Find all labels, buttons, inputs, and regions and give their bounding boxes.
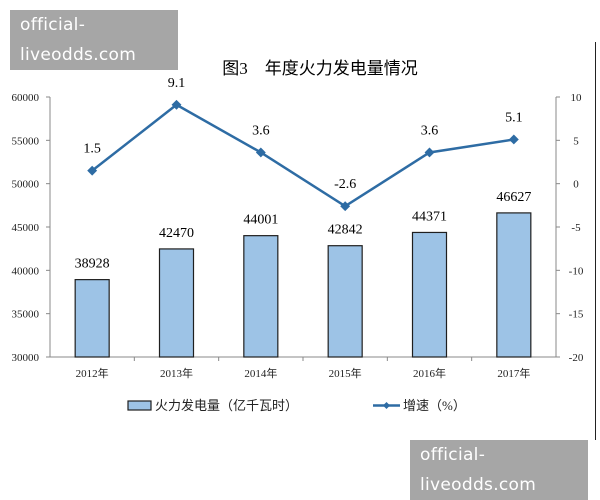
y-right-tick-label: -15 (569, 309, 584, 321)
legend-line-marker (382, 401, 391, 410)
growth-line (91, 103, 515, 208)
line-point (508, 134, 519, 145)
watermark-bottom: official-liveodds.com (410, 440, 588, 500)
y-left-tick-label: 50000 (12, 179, 40, 191)
bar (327, 245, 363, 358)
bar-data-label: 42470 (159, 226, 194, 241)
legend-line-label: 增速（%） (403, 398, 466, 413)
y-right-tick-label: -20 (569, 352, 584, 364)
line-data-label: 5.1 (505, 110, 523, 125)
x-tick-label: 2016年 (413, 366, 446, 380)
x-tick-label: 2017年 (497, 366, 530, 380)
line-point (340, 201, 351, 212)
legend: 火力发电量（亿千瓦时） 增速（%） (127, 398, 466, 413)
legend-bar-label: 火力发电量（亿千瓦时） (155, 398, 298, 413)
line-point (424, 147, 435, 158)
y-left-tick-label: 60000 (12, 92, 40, 104)
bar (74, 279, 110, 358)
y-left-tick-label: 55000 (12, 135, 40, 147)
bar (496, 212, 532, 358)
y-right-tick-label: -5 (571, 222, 581, 234)
y-right-tick-label: 5 (573, 135, 579, 147)
y-right-tick-label: 10 (571, 92, 583, 104)
y-right-tick-label: 0 (573, 179, 579, 191)
line-point (171, 99, 182, 110)
y-left-tick-label: 40000 (12, 265, 40, 277)
watermark-top: official-liveodds.com (10, 10, 178, 70)
x-tick-label: 2015年 (329, 366, 362, 380)
bar-data-label: 44371 (412, 209, 447, 224)
x-tick-label: 2013年 (160, 366, 193, 380)
y-left-tick-label: 30000 (12, 352, 40, 364)
bar (411, 231, 448, 358)
bar-data-label: 42842 (328, 223, 363, 238)
y-left-tick-label: 35000 (12, 309, 40, 321)
x-tick-label: 2012年 (76, 366, 109, 380)
legend-bar-swatch (127, 400, 152, 411)
y-left-tick-label: 45000 (12, 222, 40, 234)
bar (158, 248, 195, 358)
x-tick-label: 2014年 (244, 366, 277, 380)
line-point (255, 147, 266, 158)
line-data-label: 1.5 (83, 142, 101, 157)
line-data-label: 3.6 (252, 123, 270, 138)
bar (243, 235, 279, 358)
bar-data-label: 46627 (496, 190, 531, 205)
y-right-tick-label: -10 (569, 265, 584, 277)
chart-title: 图3 年度火力发电量情况 (222, 59, 418, 78)
chart: 图3 年度火力发电量情况 300003500040000450005000055… (12, 59, 584, 413)
border-line (595, 42, 596, 440)
line-data-label: 9.1 (168, 76, 186, 91)
line-data-label: -2.6 (334, 177, 356, 192)
bar-data-label: 44001 (243, 213, 278, 228)
line-point (87, 165, 98, 176)
line-data-label: 3.6 (421, 123, 439, 138)
bar-data-label: 38928 (75, 257, 110, 272)
